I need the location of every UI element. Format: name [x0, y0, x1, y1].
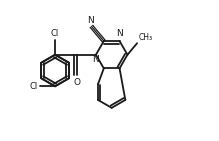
Text: O: O	[73, 78, 80, 87]
Text: CH₃: CH₃	[138, 33, 153, 42]
Text: Cl: Cl	[51, 29, 59, 38]
Text: N: N	[87, 16, 94, 25]
Text: N: N	[92, 55, 99, 64]
Text: N: N	[116, 29, 123, 38]
Text: Cl: Cl	[30, 82, 38, 91]
